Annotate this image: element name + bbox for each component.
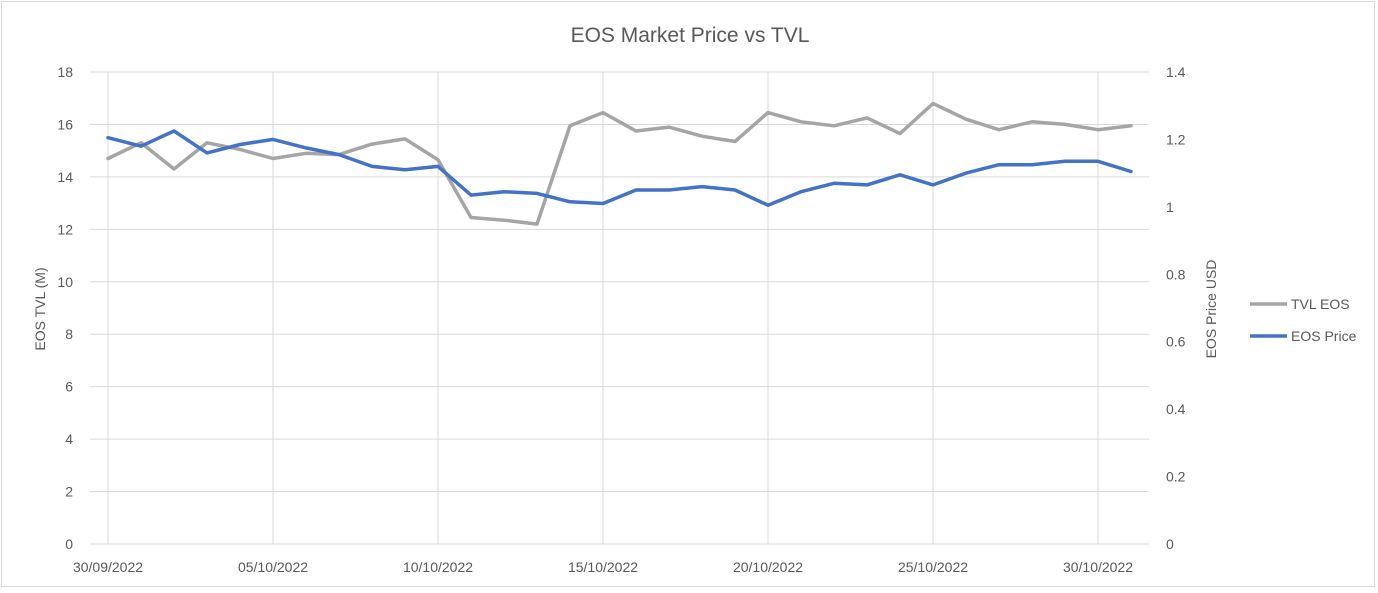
x-axis-tick-label: 30/10/2022 <box>1063 559 1133 575</box>
legend-label: EOS Price <box>1291 328 1357 344</box>
legend: TVL EOS EOS Price <box>1250 296 1357 344</box>
chart-title: EOS Market Price vs TVL <box>571 24 810 47</box>
left-axis-label: EOS TVL (M) <box>32 267 48 350</box>
left-axis-tick-label: 8 <box>65 326 73 342</box>
left-axis-tick-label: 2 <box>65 484 73 500</box>
right-axis-tick-label: 1 <box>1166 199 1174 215</box>
left-axis-tick-label: 14 <box>57 169 73 185</box>
x-axis-tick-label: 05/10/2022 <box>238 559 308 575</box>
right-axis-tick-label: 1.2 <box>1166 131 1186 147</box>
right-axis-tick-label: 1.4 <box>1166 64 1186 80</box>
left-axis-tick-label: 18 <box>57 64 73 80</box>
left-axis-tick-label: 6 <box>65 379 73 395</box>
right-axis-tick-label: 0 <box>1166 536 1174 552</box>
right-axis-tick-labels: 0 0.2 0.4 0.6 0.8 1 1.2 1.4 <box>1166 64 1186 552</box>
x-axis-tick-label: 10/10/2022 <box>403 559 473 575</box>
left-axis-tick-label: 0 <box>65 536 73 552</box>
right-axis-tick-label: 0.6 <box>1166 334 1186 350</box>
series-line-tvl-eos <box>106 101 1133 226</box>
x-axis-tick-labels: 30/09/2022 05/10/2022 10/10/2022 15/10/2022… <box>73 559 1133 575</box>
left-axis-tick-labels: 0 2 4 6 8 10 12 14 16 18 <box>57 64 73 552</box>
right-axis-label: EOS Price USD <box>1203 260 1219 359</box>
right-axis-tick-label: 0.8 <box>1166 266 1186 282</box>
left-axis-tick-label: 16 <box>57 116 73 132</box>
x-axis-tick-label: 20/10/2022 <box>733 559 803 575</box>
x-axis-tick-label: 30/09/2022 <box>73 559 143 575</box>
right-axis-tick-label: 0.4 <box>1166 401 1186 417</box>
gridlines <box>90 71 1149 545</box>
legend-label: TVL EOS <box>1291 296 1350 312</box>
right-axis-tick-label: 0.2 <box>1166 469 1186 485</box>
series-line-eos-price <box>106 129 1133 207</box>
left-axis-tick-label: 4 <box>65 431 73 447</box>
left-axis-tick-label: 10 <box>57 274 73 290</box>
left-axis-tick-label: 12 <box>57 221 73 237</box>
x-axis-tick-label: 15/10/2022 <box>568 559 638 575</box>
x-axis-tick-label: 25/10/2022 <box>898 559 968 575</box>
series-lines <box>106 101 1133 226</box>
